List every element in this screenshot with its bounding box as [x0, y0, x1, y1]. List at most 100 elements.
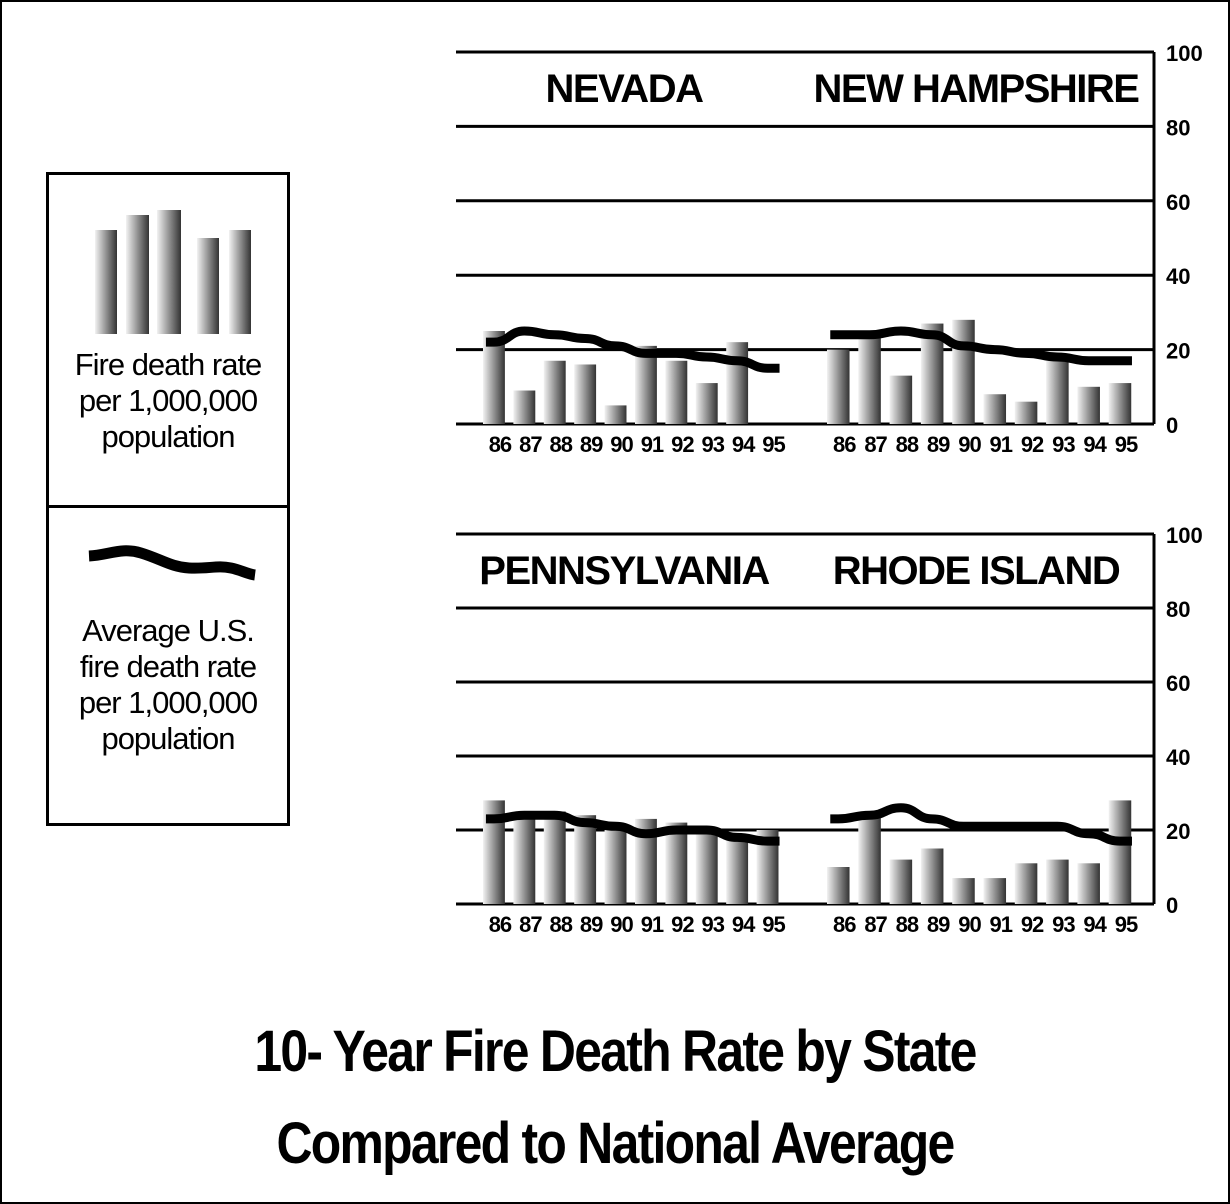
legend-line-swatch	[88, 545, 256, 581]
bar	[983, 878, 1007, 904]
legend-graphics	[88, 210, 256, 581]
bar	[952, 319, 975, 424]
bar	[920, 323, 944, 424]
y-tick-label: 100	[1166, 41, 1203, 66]
bar	[1014, 863, 1038, 904]
x-tick-label: 93	[702, 432, 725, 457]
bar	[827, 867, 850, 904]
bar	[513, 390, 536, 424]
bar	[983, 394, 1007, 424]
x-tick-label: 89	[927, 432, 950, 457]
average-line	[485, 326, 780, 373]
bar	[827, 349, 850, 424]
y-tick-label: 40	[1166, 745, 1190, 770]
chart-panel-title: NEW HAMPSHIRE	[814, 67, 1140, 111]
x-tick-label: 87	[519, 432, 542, 457]
y-tick-label: 100	[1166, 523, 1203, 548]
legend-bar-swatch	[126, 215, 149, 334]
legend-line-label: Average U.S. fire death rate per 1,000,0…	[78, 613, 258, 756]
y-tick-label: 40	[1166, 264, 1190, 289]
y-tick-label: 0	[1166, 893, 1178, 918]
chart-panel-title: NEVADA	[546, 67, 704, 111]
x-tick-label: 88	[550, 432, 573, 457]
x-tick-label: 88	[896, 432, 919, 457]
x-tick-label: 95	[762, 912, 785, 937]
y-tick-label: 20	[1166, 339, 1190, 364]
x-tick-label: 91	[990, 912, 1013, 937]
bar	[1108, 383, 1132, 424]
x-tick-label: 92	[1021, 912, 1044, 937]
x-tick-label: 90	[610, 432, 633, 457]
bar	[635, 345, 657, 424]
bar	[1046, 859, 1069, 904]
bar	[574, 364, 597, 424]
x-tick-label: 91	[641, 912, 664, 937]
bar	[604, 405, 627, 424]
x-tick-label: 87	[519, 912, 542, 937]
y-tick-label: 60	[1166, 190, 1190, 215]
x-tick-label: 94	[732, 432, 756, 457]
bar	[665, 822, 688, 904]
x-tick-label: 86	[833, 912, 856, 937]
x-tick-label: 95	[762, 432, 785, 457]
chart-panel-title: RHODE ISLAND	[833, 549, 1120, 593]
x-tick-label: 89	[580, 912, 603, 937]
bar	[1014, 401, 1038, 424]
x-tick-label: 93	[1052, 432, 1075, 457]
x-tick-label: 87	[864, 432, 887, 457]
bar	[665, 360, 688, 424]
x-tick-label: 94	[732, 912, 756, 937]
legend-bar-swatch	[197, 238, 219, 334]
bar	[543, 811, 566, 904]
bar	[1077, 863, 1100, 904]
chart-title-line-1: 10- Year Fire Death Rate by State	[254, 1019, 977, 1084]
y-tick-label: 0	[1166, 413, 1178, 438]
bar	[695, 833, 718, 904]
legend-bar-swatch	[95, 230, 117, 334]
x-tick-label: 90	[610, 912, 633, 937]
bar	[635, 818, 657, 904]
legend-box: Fire death rate per 1,000,000 population…	[46, 172, 290, 826]
x-tick-label: 89	[927, 912, 950, 937]
x-tick-label: 93	[702, 912, 725, 937]
bar	[604, 830, 627, 904]
bar	[513, 815, 536, 904]
y-tick-label: 80	[1166, 115, 1190, 140]
x-tick-label: 90	[958, 432, 981, 457]
bar	[756, 830, 779, 904]
y-tick-label: 20	[1166, 819, 1190, 844]
x-tick-label: 91	[990, 432, 1013, 457]
x-tick-label: 89	[580, 432, 603, 457]
bar	[695, 383, 718, 424]
bar	[483, 331, 505, 424]
legend-bar-label: Fire death rate per 1,000,000 population	[74, 347, 263, 454]
bar	[574, 815, 597, 904]
x-tick-label: 86	[489, 912, 512, 937]
x-tick-label: 90	[958, 912, 981, 937]
bar	[889, 375, 913, 424]
chart-panel-title: PENNSYLVANIA	[479, 549, 769, 593]
bar	[920, 848, 944, 904]
legend-divider	[49, 505, 287, 508]
bar	[726, 837, 749, 904]
x-tick-label: 92	[671, 432, 694, 457]
x-tick-label: 95	[1115, 912, 1138, 937]
x-tick-label: 94	[1083, 432, 1107, 457]
legend-bar-swatch	[157, 210, 181, 334]
bar	[952, 878, 975, 904]
legend-bar-swatch	[229, 230, 251, 334]
chart-title-line-2: Compared to National Average	[276, 1111, 955, 1176]
x-tick-label: 92	[1021, 432, 1044, 457]
bar	[858, 331, 881, 424]
bar	[726, 342, 749, 424]
average-line	[485, 810, 780, 846]
x-tick-label: 95	[1115, 432, 1138, 457]
bar	[483, 800, 505, 904]
average-line	[830, 803, 1132, 846]
bar	[889, 859, 913, 904]
bar	[543, 360, 566, 424]
y-tick-label: 60	[1166, 671, 1190, 696]
bar	[858, 811, 881, 904]
x-tick-label: 94	[1083, 912, 1107, 937]
